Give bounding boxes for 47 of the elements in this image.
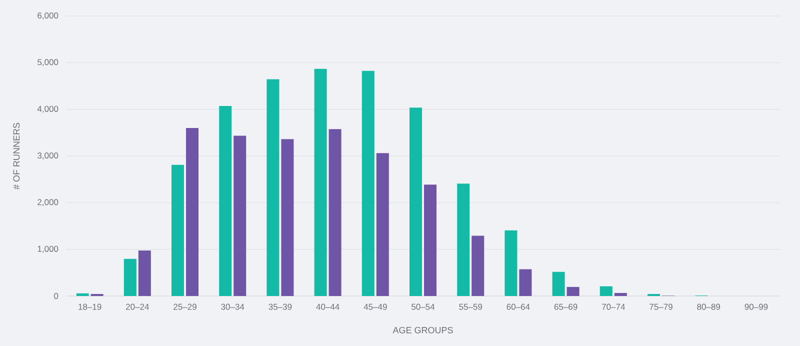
bar	[138, 250, 151, 296]
bar	[472, 236, 484, 296]
bar	[614, 292, 627, 296]
y-tick-label: 0	[54, 293, 58, 300]
x-tick-label: 50–54	[412, 304, 435, 310]
x-tick-label: 60–64	[506, 304, 530, 310]
bar	[76, 293, 89, 296]
x-tick-label: 90–99	[744, 304, 768, 310]
x-tick-label: 80–89	[697, 304, 720, 310]
bar	[504, 230, 518, 296]
bar	[424, 184, 437, 296]
x-tick-label: 75–79	[650, 304, 672, 310]
bar	[552, 272, 565, 296]
y-tick-label: 2,000	[38, 199, 58, 206]
x-axis-title: AGE GROUPS	[392, 326, 453, 334]
x-tick-label: 55–59	[459, 304, 482, 310]
bar	[234, 136, 246, 296]
y-tick-label: 4,000	[37, 106, 58, 113]
bar	[328, 129, 342, 296]
x-tick-label: 65–69	[554, 304, 578, 310]
bar	[266, 79, 280, 296]
bar	[124, 258, 136, 296]
bar	[172, 164, 184, 296]
y-tick-label: 6,000	[38, 12, 58, 20]
x-tick-label: 30–34	[221, 304, 244, 310]
bar	[362, 70, 374, 296]
y-tick-label: 1,000	[38, 246, 58, 253]
bar	[219, 106, 232, 296]
x-tick-label: 25–29	[174, 304, 196, 310]
x-tick-label: 20–24	[126, 304, 149, 310]
bar	[281, 139, 294, 296]
bar	[410, 108, 422, 296]
bar	[376, 153, 389, 296]
x-tick-label: 18–19	[78, 304, 102, 310]
x-tick-label: 45–49	[364, 304, 387, 310]
y-tick-label: 5,000	[38, 59, 58, 66]
x-tick-label: 70–74	[602, 304, 625, 310]
bar	[566, 286, 580, 296]
y-tick-label: 3,000	[38, 152, 58, 160]
bar	[519, 269, 532, 296]
x-tick-label: 35–39	[268, 304, 292, 310]
bar	[600, 286, 612, 296]
bar	[186, 128, 199, 296]
bar	[314, 68, 327, 296]
bar	[457, 184, 470, 296]
x-tick-label: 40–44	[316, 304, 340, 310]
y-axis-title: # OF RUNNERS	[13, 122, 20, 190]
